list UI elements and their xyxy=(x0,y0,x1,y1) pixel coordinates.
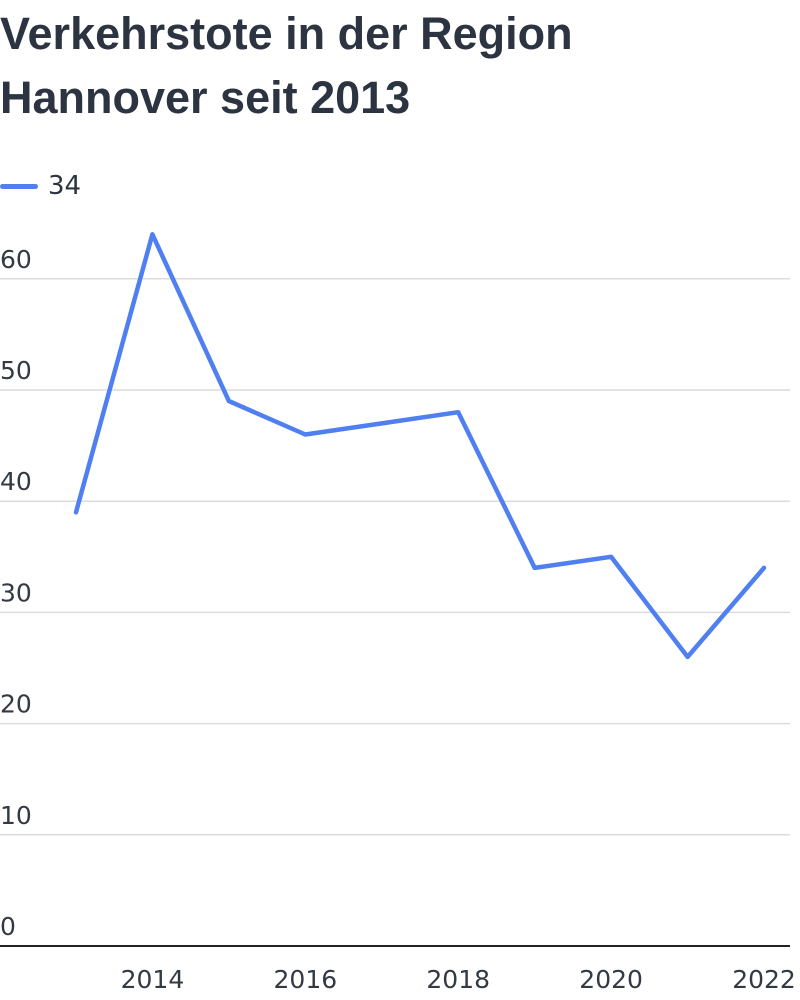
y-tick-label: 50 xyxy=(0,356,32,385)
series-line xyxy=(73,232,767,660)
x-tick-label: 2014 xyxy=(121,965,185,994)
y-tick-label: 10 xyxy=(0,801,32,830)
data-point xyxy=(74,510,78,515)
x-tick-label: 2016 xyxy=(274,965,338,994)
chart-title: Verkehrstote in der Region Hannover seit… xyxy=(0,8,573,123)
y-tick-label: 20 xyxy=(0,690,32,719)
y-axis-ticks: 0 10 20 30 40 50 60 xyxy=(0,245,32,941)
data-point xyxy=(685,654,690,659)
data-point xyxy=(456,410,461,415)
y-tick-label: 40 xyxy=(0,467,32,496)
x-tick-label: 2020 xyxy=(579,965,643,994)
y-tick-label: 60 xyxy=(0,245,32,274)
x-tick-label: 2018 xyxy=(426,965,490,994)
data-point xyxy=(226,399,231,404)
x-tick-label: 2022 xyxy=(732,965,796,994)
grid xyxy=(0,278,790,836)
legend-label: 34 xyxy=(48,171,82,201)
data-point xyxy=(150,232,155,237)
data-point xyxy=(379,421,384,426)
data-point xyxy=(532,565,537,570)
data-point xyxy=(303,432,308,437)
x-axis-ticks: 2014 2016 2018 2020 2022 xyxy=(121,965,796,994)
y-tick-label: 30 xyxy=(0,578,32,607)
y-tick-label: 0 xyxy=(0,912,16,941)
legend: 34 xyxy=(0,168,81,204)
legend-swatch xyxy=(0,183,38,189)
data-point xyxy=(609,554,614,559)
data-point xyxy=(762,565,766,570)
series-group xyxy=(73,232,767,660)
